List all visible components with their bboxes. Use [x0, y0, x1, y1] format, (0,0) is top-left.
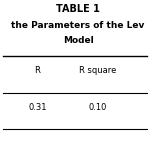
Text: 0.10: 0.10 [88, 103, 107, 112]
Text: R square: R square [79, 66, 116, 75]
Text: TABLE 1: TABLE 1 [56, 4, 100, 15]
Text: the Parameters of the Lev: the Parameters of the Lev [11, 21, 145, 30]
Text: R: R [34, 66, 40, 75]
Text: Model: Model [63, 36, 93, 45]
Text: 0.31: 0.31 [28, 103, 47, 112]
